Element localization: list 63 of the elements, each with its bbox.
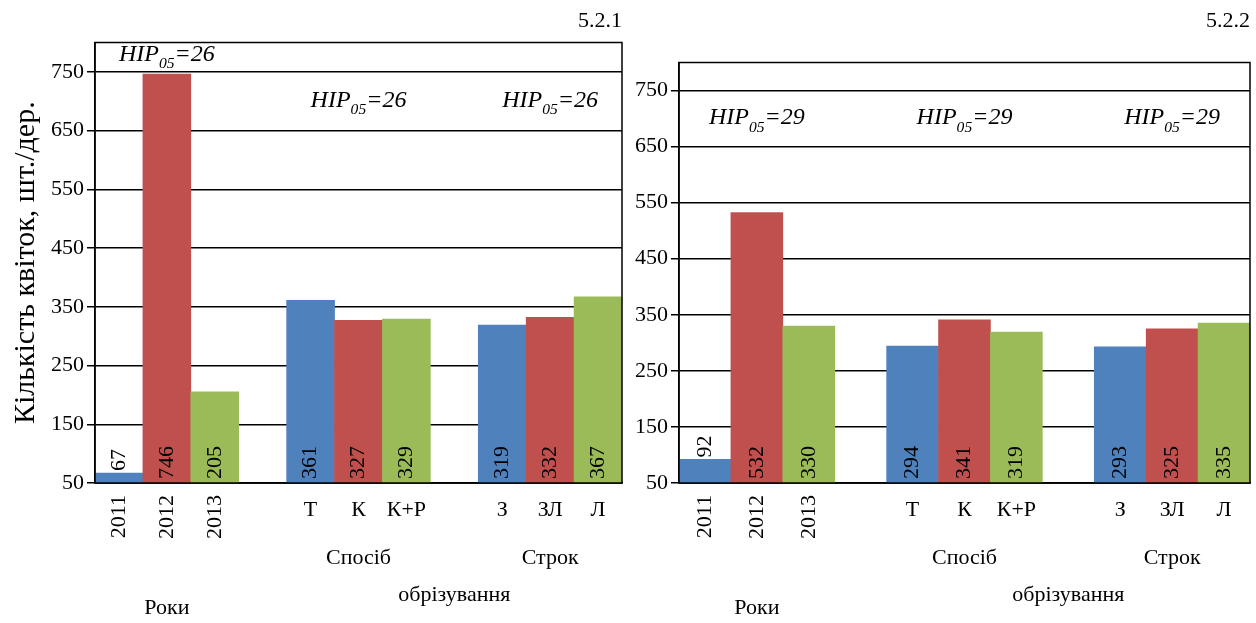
text: Спосіб xyxy=(325,543,392,569)
data-label: 335 xyxy=(1209,446,1235,479)
y-tick-label: 450 xyxy=(635,244,668,270)
chart-title: 5.2.1 xyxy=(578,6,622,32)
y-tick-label: 550 xyxy=(51,175,84,201)
y-tick-label: 350 xyxy=(635,300,668,326)
data-label: 341 xyxy=(950,446,976,479)
x-tick-label: З xyxy=(1114,495,1126,521)
text: Роки xyxy=(144,593,190,619)
text: обрізування xyxy=(398,580,511,606)
data-label: 361 xyxy=(296,446,322,479)
y-tick-label: 750 xyxy=(51,57,84,83)
x-tick-label: Т xyxy=(303,495,318,521)
y-tick-label: 550 xyxy=(635,188,668,214)
y-tick-label: 150 xyxy=(51,410,84,436)
data-label: 330 xyxy=(794,446,820,479)
x-tick-label: 2013 xyxy=(794,495,820,539)
data-label: 319 xyxy=(1002,446,1028,479)
text: Роки xyxy=(734,593,780,619)
data-label: 67 xyxy=(104,449,130,472)
x-tick-label: 2011 xyxy=(104,495,130,539)
x-tick-label: 2013 xyxy=(200,495,226,539)
y-tick-label: 50 xyxy=(62,468,84,494)
y-tick-label: 50 xyxy=(646,468,668,494)
x-tick-label: ЗЛ xyxy=(537,495,563,521)
y-tick-label: 250 xyxy=(635,356,668,382)
x-tick-label: ЗЛ xyxy=(1159,495,1185,521)
x-tick-label: Л xyxy=(590,495,606,521)
y-tick-label: 650 xyxy=(635,132,668,158)
y-tick-label: 450 xyxy=(51,233,84,259)
data-label: 92 xyxy=(690,435,716,458)
text: обрізування xyxy=(1012,580,1125,606)
x-tick-label: К+Р xyxy=(996,495,1037,521)
x-tick-label: 2012 xyxy=(742,495,768,539)
text: Строк xyxy=(521,543,579,569)
x-tick-label: З xyxy=(496,495,508,521)
text: Спосіб xyxy=(931,543,998,569)
data-label: 746 xyxy=(152,446,178,479)
y-tick-label: 350 xyxy=(51,292,84,318)
data-label: 367 xyxy=(583,446,609,479)
data-label: 325 xyxy=(1157,446,1183,479)
data-label: 205 xyxy=(200,446,226,479)
data-label: 319 xyxy=(488,446,514,479)
x-tick-label: К xyxy=(957,495,973,521)
data-label: 532 xyxy=(742,446,768,479)
x-tick-label: К xyxy=(351,495,367,521)
y-tick-label: 250 xyxy=(51,351,84,377)
data-label: 294 xyxy=(898,446,924,479)
x-tick-label: 2011 xyxy=(690,495,716,539)
x-tick-label: Л xyxy=(1216,495,1232,521)
x-tick-label: 2012 xyxy=(152,495,178,539)
x-tick-label: Т xyxy=(905,495,920,521)
data-label: 327 xyxy=(344,446,370,479)
data-label: 332 xyxy=(535,446,561,479)
y-axis-title: Кількість квіток, шт./дер. xyxy=(6,101,40,425)
y-tick-label: 650 xyxy=(51,116,84,142)
x-tick-label: К+Р xyxy=(386,495,427,521)
y-tick-label: 150 xyxy=(635,412,668,438)
y-tick-label: 750 xyxy=(635,76,668,102)
text: Строк xyxy=(1143,543,1201,569)
data-label: 329 xyxy=(392,446,418,479)
chart-title: 5.2.2 xyxy=(1206,6,1250,32)
data-label: 293 xyxy=(1106,446,1132,479)
